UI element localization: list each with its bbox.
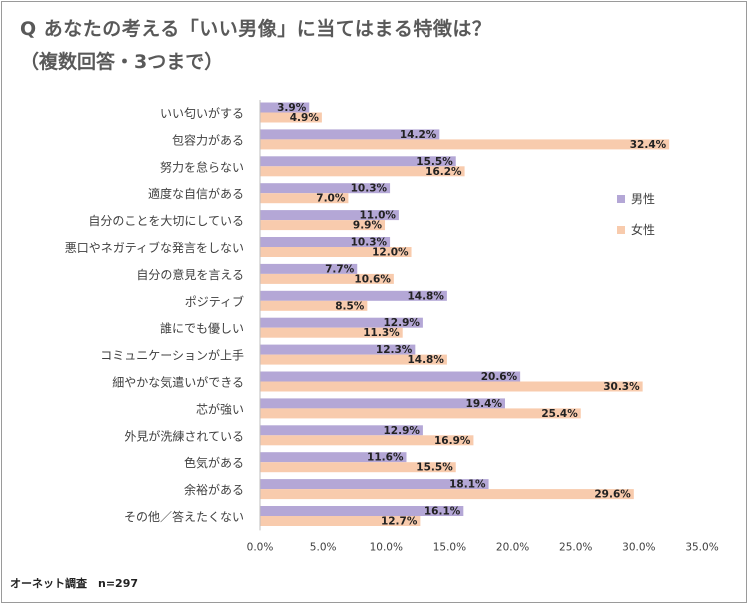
data-label-female: 8.5% <box>335 300 365 312</box>
category-label: コミュニケーションが上手 <box>100 348 244 363</box>
data-label-male: 12.9% <box>383 317 420 329</box>
category-label: 色気がある <box>184 455 244 470</box>
category-label: いい匂いがする <box>160 105 244 120</box>
x-tick-label: 20.0% <box>496 541 529 553</box>
category-label: ポジティブ <box>185 294 244 309</box>
data-label-male: 3.9% <box>277 102 307 114</box>
x-tick-label: 35.0% <box>685 541 718 553</box>
data-label-female: 11.3% <box>363 327 400 339</box>
legend-label-male: 男性 <box>631 192 655 206</box>
legend-swatch-female <box>617 226 625 234</box>
category-label: その他／答えたくない <box>124 509 244 524</box>
bar-male <box>260 263 358 274</box>
bar-female <box>260 327 403 338</box>
data-label-female: 4.9% <box>290 112 320 124</box>
data-label-male: 12.3% <box>376 344 413 356</box>
data-label-female: 29.6% <box>594 489 631 501</box>
data-label-male: 10.3% <box>351 237 388 249</box>
data-label-male: 19.4% <box>466 398 503 410</box>
bar-male <box>260 290 447 301</box>
legend-swatch-male <box>617 195 625 203</box>
bar-female <box>260 489 634 500</box>
data-label-female: 12.0% <box>372 247 409 259</box>
x-tick-label: 15.0% <box>433 541 466 553</box>
data-label-female: 25.4% <box>541 408 578 420</box>
data-label-female: 12.7% <box>381 516 418 528</box>
bar-male <box>260 102 310 113</box>
data-label-female: 10.6% <box>354 273 391 285</box>
data-label-female: 15.5% <box>416 462 453 474</box>
survey-footnote: オーネット調査 n=297 <box>10 577 139 590</box>
category-label: 自分の意見を言える <box>136 267 244 282</box>
bar-female <box>260 435 474 446</box>
category-label: 悪口やネガティブな発言をしない <box>65 240 244 255</box>
bar-female <box>260 300 368 311</box>
bar-female <box>260 381 643 392</box>
data-label-female: 7.0% <box>316 193 346 205</box>
data-label-female: 16.9% <box>434 435 471 447</box>
x-tick-label: 0.0% <box>247 541 274 553</box>
data-label-male: 15.5% <box>416 156 453 168</box>
x-tick-label: 5.0% <box>310 541 337 553</box>
bar-male <box>260 506 464 516</box>
data-label-male: 7.7% <box>325 263 355 275</box>
data-label-male: 16.1% <box>424 506 461 518</box>
bar-female <box>260 516 421 526</box>
bar-male <box>260 371 521 382</box>
bar-female <box>260 139 670 150</box>
data-label-male: 18.1% <box>449 479 486 491</box>
data-label-female: 30.3% <box>603 381 640 393</box>
category-label: 包容力がある <box>172 132 244 147</box>
data-label-male: 20.6% <box>481 371 518 383</box>
data-label-male: 14.8% <box>407 290 444 302</box>
bar-male <box>260 479 489 490</box>
bar-female <box>260 273 394 284</box>
bar-male <box>260 183 391 194</box>
bar-female <box>260 247 412 257</box>
bar-female <box>260 354 447 365</box>
category-label: 芯が強い <box>196 401 244 416</box>
bar-male <box>260 398 505 409</box>
bar-female <box>260 220 386 231</box>
data-label-male: 12.9% <box>383 425 420 437</box>
legend-label-female: 女性 <box>631 222 655 237</box>
data-label-female: 32.4% <box>630 139 667 151</box>
data-label-male: 14.2% <box>400 129 437 141</box>
bar-female <box>260 408 581 419</box>
data-label-female: 16.2% <box>425 166 462 178</box>
category-label: 外見が洗練されている <box>124 428 244 443</box>
category-label: 誰にでも優しい <box>160 321 244 336</box>
data-label-female: 14.8% <box>407 354 444 366</box>
x-tick-label: 25.0% <box>559 541 592 553</box>
bar-male <box>260 344 416 355</box>
chart-subtitle: （複数回答・3つまで） <box>20 51 224 73</box>
x-tick-label: 30.0% <box>622 541 655 553</box>
bar-female <box>260 462 456 473</box>
bar-male <box>260 425 423 436</box>
bar-male <box>260 156 456 167</box>
x-tick-label: 10.0% <box>370 541 403 553</box>
data-label-male: 11.6% <box>367 452 404 464</box>
data-label-male: 10.3% <box>351 183 388 195</box>
bar-male <box>260 129 440 140</box>
chart-title: Q あなたの考える「いい男像」に当てはまる特徴は？ <box>20 18 492 40</box>
category-label: 細やかな気遣いができる <box>112 374 244 389</box>
category-label: 余裕がある <box>184 482 244 497</box>
category-label: 適度な自信がある <box>148 186 244 201</box>
bar-female <box>260 166 465 177</box>
bar-male <box>260 452 407 463</box>
bar-male <box>260 210 399 221</box>
category-label: 努力を怠らない <box>160 159 244 174</box>
bar-female <box>260 193 349 204</box>
category-label: 自分のことを大切にしている <box>88 214 244 228</box>
data-label-male: 11.0% <box>359 210 396 222</box>
data-label-female: 9.9% <box>353 220 383 232</box>
bar-female <box>260 112 322 123</box>
bar-male <box>260 317 423 328</box>
bar-male <box>260 237 391 247</box>
